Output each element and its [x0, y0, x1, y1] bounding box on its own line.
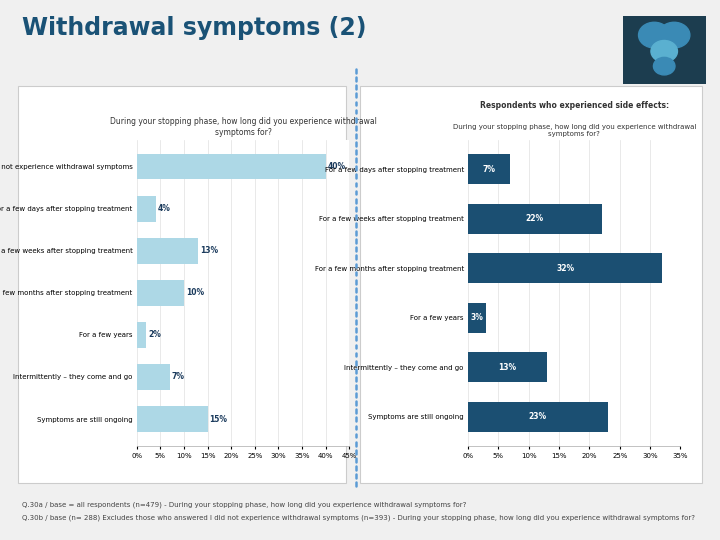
Text: 22%: 22%	[526, 214, 544, 223]
Text: 4%: 4%	[158, 205, 171, 213]
Bar	[468, 303, 486, 333]
Text: 15%: 15%	[210, 415, 228, 423]
Bar	[137, 280, 184, 306]
Bar	[468, 253, 662, 283]
Text: Withdrawal symptoms (2): Withdrawal symptoms (2)	[22, 16, 366, 40]
Title: During your stopping phase, how long did you experience withdrawal
symptoms for?: During your stopping phase, how long did…	[109, 117, 377, 137]
Bar	[137, 322, 146, 348]
Circle shape	[658, 22, 690, 48]
Text: 13%: 13%	[498, 363, 516, 372]
Bar	[468, 353, 547, 382]
Bar	[468, 204, 601, 233]
Bar	[137, 364, 170, 389]
Bar	[137, 197, 156, 221]
Text: During your stopping phase, how long did you experience withdrawal
symptoms for?: During your stopping phase, how long did…	[452, 124, 696, 137]
Text: 2%: 2%	[148, 330, 161, 340]
Circle shape	[654, 57, 675, 75]
Text: 3%: 3%	[471, 313, 484, 322]
Text: 7%: 7%	[482, 165, 496, 174]
Bar	[137, 238, 198, 264]
Bar	[137, 407, 207, 431]
Bar	[137, 154, 325, 179]
Text: Q.30a / base = all respondents (n=479) - During your stopping phase, how long di: Q.30a / base = all respondents (n=479) -…	[22, 501, 466, 508]
Text: 13%: 13%	[200, 246, 218, 255]
Bar	[468, 402, 608, 431]
Text: 32%: 32%	[556, 264, 574, 273]
Circle shape	[639, 22, 670, 48]
Circle shape	[651, 40, 678, 62]
Text: 7%: 7%	[172, 373, 185, 381]
Bar	[468, 154, 510, 184]
Text: Respondents who experienced side effects:: Respondents who experienced side effects…	[480, 101, 669, 110]
Text: 23%: 23%	[528, 412, 547, 421]
Text: Q.30b / base (n= 288) Excludes those who answered I did not experience withdrawa: Q.30b / base (n= 288) Excludes those who…	[22, 514, 695, 521]
Text: 40%: 40%	[328, 163, 346, 171]
Text: 10%: 10%	[186, 288, 204, 298]
